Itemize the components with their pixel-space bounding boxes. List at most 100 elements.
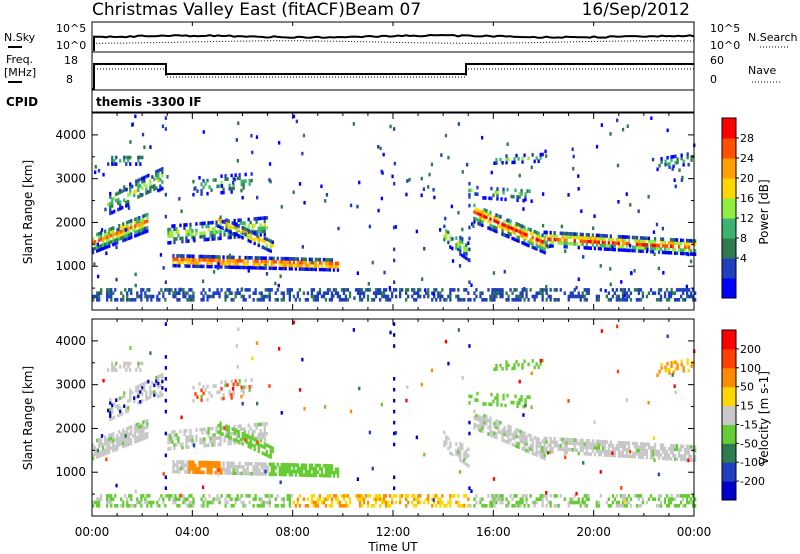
velocity-cell [164,504,167,508]
power-cell [625,298,629,302]
power-cell [647,236,651,241]
velocity-cell [260,497,263,501]
velocity-cell [567,500,570,505]
power-cell [617,248,620,252]
velocity-cell [231,431,234,436]
power-cell [254,256,257,260]
power-cell [263,236,266,241]
power-cell [234,262,237,266]
velocity-cell [513,366,516,371]
velocity-cell [244,461,247,466]
power-cell [127,193,130,197]
velocity-cell [549,446,552,451]
power-cell [393,225,396,230]
velocity-cell [221,425,224,430]
power-cell [209,230,212,235]
velocity-cell [635,504,639,508]
power-cell [100,237,103,242]
velocity-cell [138,428,141,433]
velocity-cell [379,504,382,508]
velocity-cell [362,497,366,501]
velocity-cell [551,450,554,454]
power-cell [208,261,211,266]
velocity-cell [677,504,681,508]
velocity-cell [172,460,175,464]
power-cell [328,298,332,302]
velocity-cell [157,384,160,389]
power-cell [159,184,162,189]
velocity-cell [170,494,173,498]
power-cell [524,195,527,200]
velocity-cell [188,467,191,471]
power-cell [322,267,326,272]
velocity-cell [222,464,225,469]
y-tick-label: 4000 [55,334,86,348]
velocity-cell [122,438,125,442]
velocity-cell [672,370,675,375]
power-cell [643,236,647,240]
power-cell [475,207,478,212]
velocity-cell [573,494,576,498]
power-cell [302,267,305,271]
velocity-cell [625,454,629,459]
velocity-cell [298,466,301,471]
velocity-cell [125,361,128,366]
velocity-cell [108,494,111,498]
velocity-cell [279,480,282,485]
power-cell [145,184,148,189]
velocity-cell [199,437,202,442]
velocity-cell [128,439,131,443]
power-cell [109,191,112,196]
velocity-cell [130,497,133,501]
velocity-cell [112,448,115,453]
velocity-cell [268,497,271,501]
power-cell [603,243,606,248]
power-cell [139,177,142,182]
power-cell [688,245,691,250]
power-cell [171,224,174,228]
power-cell [128,288,131,292]
velocity-cell [203,437,206,441]
velocity-cell [192,467,195,471]
power-cell [671,241,675,245]
power-cell [336,261,340,266]
power-cell [617,298,620,302]
velocity-cell [116,443,119,448]
power-cell [649,246,653,251]
velocity-cell [186,460,189,464]
velocity-cell [527,449,530,454]
velocity-cell [258,468,261,473]
power-cell [106,291,109,295]
power-cell [247,217,250,222]
velocity-cell [543,456,546,461]
velocity-cell [393,322,396,326]
velocity-cell [625,451,629,455]
power-cell [539,245,542,250]
power-cell [332,294,335,298]
velocity-cell [117,413,120,418]
power-cell [621,298,625,302]
power-cell [162,291,165,295]
velocity-cell [202,464,205,468]
power-cell [102,246,105,251]
power-cell [113,209,116,214]
power-cell [593,214,596,218]
velocity-cell [265,422,268,426]
nsky-line [93,33,695,51]
power-cell [665,247,669,252]
velocity-cell [517,445,520,449]
power-cell [124,224,127,229]
velocity-cell [688,454,691,459]
power-cell [200,182,203,187]
power-cell [260,291,263,295]
power-cell [231,221,234,225]
power-cell [111,210,114,215]
power-cell [495,226,498,230]
velocity-cell [266,500,269,505]
velocity-cell [107,368,110,372]
power-cell [601,233,604,238]
power-cell [122,228,125,233]
power-cell [615,288,618,292]
velocity-cell [413,504,416,508]
power-cell [617,200,620,204]
